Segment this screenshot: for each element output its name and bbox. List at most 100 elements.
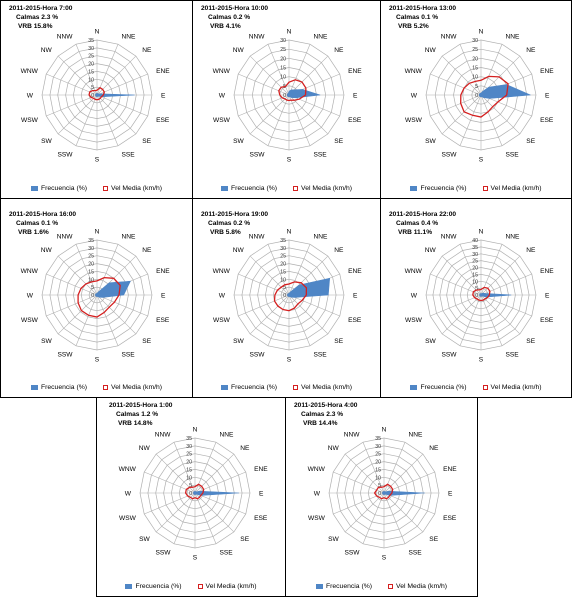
tick-label: 35: [88, 238, 94, 244]
tick-label: 30: [375, 444, 381, 450]
grid-spoke: [96, 44, 119, 96]
tick-label: 5: [378, 483, 381, 489]
grid-spoke: [249, 55, 290, 96]
direction-label: SSW: [57, 152, 73, 159]
direction-label: SSW: [249, 152, 265, 159]
tick-label: 10: [88, 277, 94, 283]
direction-label: ESE: [156, 117, 170, 124]
direction-label: SSE: [314, 352, 328, 359]
grid-spoke: [267, 294, 290, 346]
tick-label: 0: [475, 93, 478, 99]
tick-label: 30: [186, 444, 192, 450]
tick-label: 20: [472, 266, 478, 272]
calmas-label: Calmas 2.3 %: [16, 14, 59, 21]
legend-item-frecuencia: Frecuencia (%): [315, 583, 372, 590]
direction-label: ENE: [443, 466, 457, 473]
tick-label: 15: [280, 66, 286, 72]
direction-label: ESE: [540, 117, 554, 124]
grid-spoke: [155, 453, 196, 494]
direction-label: S: [287, 357, 292, 364]
direction-label: SW: [328, 536, 339, 543]
grid-spoke: [96, 55, 137, 96]
grid-spoke: [333, 471, 385, 494]
legend-label: Frecuencia (%): [135, 583, 182, 590]
grid-spoke: [238, 273, 290, 296]
direction-label: NNW: [57, 33, 74, 40]
direction-label: NNW: [249, 33, 266, 40]
wind-rose-chart: 051015202530NNNENEENEEESESESSESSSWSWWSWW…: [213, 29, 363, 164]
frecuencia-swatch-icon: [410, 385, 418, 390]
grid-spoke: [288, 244, 311, 296]
velocidad-swatch-icon: [293, 186, 299, 191]
tick-label: 25: [88, 254, 94, 260]
panel-header: 2011-2015-Hora 13:00 Calmas 0.1 % VRB 5.…: [389, 4, 456, 31]
grid-spoke: [344, 453, 385, 494]
direction-label: NW: [233, 47, 245, 54]
tick-label: 5: [283, 285, 286, 291]
direction-label: NW: [41, 247, 53, 254]
chart-legend: Frecuencia (%) Vel Media (km/h): [193, 384, 380, 391]
frecuencia-swatch-icon: [30, 186, 38, 191]
frecuencia-series: [95, 93, 135, 98]
direction-label: SSE: [409, 550, 423, 557]
direction-label: WSW: [21, 117, 39, 124]
direction-label: N: [479, 229, 484, 236]
direction-label: E: [353, 293, 358, 300]
tick-label: 20: [280, 56, 286, 62]
grid-spoke: [46, 273, 98, 296]
direction-label: ENE: [156, 68, 170, 75]
direction-label: ESE: [254, 515, 268, 522]
legend-item-frecuencia: Frecuencia (%): [30, 384, 87, 391]
direction-label: NE: [526, 47, 536, 54]
direction-label: NW: [41, 47, 53, 54]
direction-label: WSW: [213, 117, 231, 124]
tick-label: 30: [88, 246, 94, 252]
legend-label: Vel Media (km/h): [301, 384, 353, 391]
calmas-label: Calmas 0.2 %: [208, 14, 251, 21]
direction-label: SSE: [122, 352, 136, 359]
tick-label: 30: [472, 38, 478, 44]
panel-header: 2011-2015-Hora 22:00 Calmas 0.4 % VRB 11…: [389, 210, 456, 237]
direction-label: NE: [142, 247, 152, 254]
grid-spoke: [441, 255, 482, 296]
direction-label: SW: [425, 338, 436, 345]
grid-spoke: [57, 55, 98, 96]
direction-label: S: [479, 157, 484, 164]
direction-label: SW: [139, 536, 150, 543]
calmas-label: Calmas 0.1 %: [16, 220, 59, 227]
grid-spoke: [155, 492, 196, 533]
direction-label: ESE: [348, 117, 362, 124]
panel-title: 2011-2015-Hora 10:00: [201, 5, 269, 12]
direction-label: NNE: [314, 33, 329, 40]
direction-label: WNW: [21, 268, 39, 275]
grid-spoke: [430, 73, 482, 96]
chart-legend: Frecuencia (%) Vel Media (km/h): [286, 583, 477, 590]
tick-label: 20: [88, 262, 94, 268]
grid-spoke: [194, 492, 235, 533]
grid-spoke: [173, 492, 196, 544]
calmas-label: Calmas 0.1 %: [396, 14, 439, 21]
grid-spoke: [96, 294, 137, 335]
tick-label: 20: [375, 460, 381, 466]
direction-label: SSE: [506, 352, 520, 359]
tick-label: 0: [475, 293, 478, 299]
panel-title: 2011-2015-Hora 7:00: [9, 5, 73, 12]
chart-legend: Frecuencia (%) Vel Media (km/h): [193, 185, 380, 192]
direction-label: NW: [425, 47, 437, 54]
calmas-label: Calmas 0.4 %: [396, 220, 439, 227]
grid-spoke: [288, 55, 329, 96]
grid-spoke: [57, 294, 98, 335]
grid-spoke: [57, 94, 98, 135]
direction-label: S: [95, 157, 100, 164]
direction-label: NNE: [122, 33, 137, 40]
grid-spoke: [362, 442, 385, 494]
grid-spoke: [480, 294, 521, 335]
direction-label: WSW: [308, 515, 326, 522]
velocidad-series: [460, 75, 509, 118]
legend-item-velocidad: Vel Media (km/h): [293, 384, 352, 391]
direction-label: SSE: [220, 550, 234, 557]
direction-label: NE: [526, 247, 536, 254]
frecuencia-swatch-icon: [30, 385, 38, 390]
panel-header: 2011-2015-Hora 10:00 Calmas 0.2 % VRB 4.…: [201, 4, 268, 31]
